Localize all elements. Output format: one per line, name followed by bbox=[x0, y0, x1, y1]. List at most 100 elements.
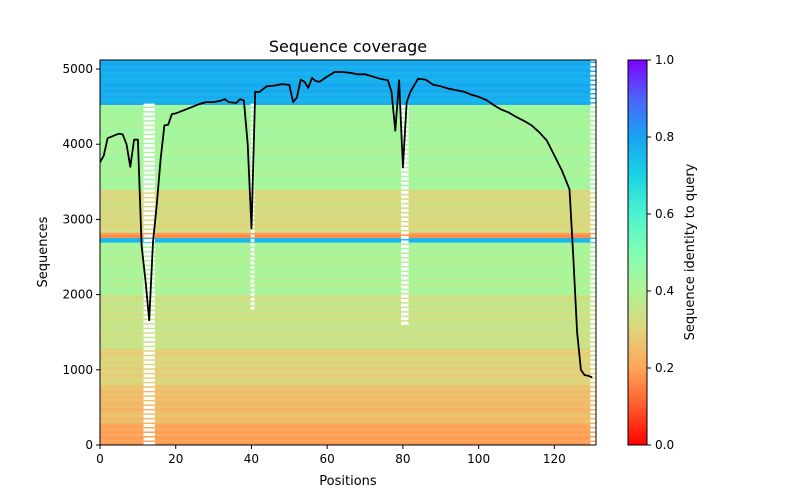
gap-stripe bbox=[590, 157, 596, 161]
gap-stripe bbox=[590, 401, 596, 405]
gap-stripe bbox=[401, 114, 409, 118]
colorbar-ticks: 0.0 0.2 0.4 0.6 0.8 1.0 bbox=[647, 53, 674, 452]
gap-stripe bbox=[590, 288, 596, 292]
gap-stripe bbox=[590, 342, 596, 346]
gap-stripe bbox=[143, 347, 155, 351]
gap-stripe bbox=[401, 240, 409, 244]
gap-stripe bbox=[143, 378, 155, 382]
gap-stripe bbox=[590, 441, 596, 445]
gap-stripe bbox=[401, 213, 409, 217]
identity-band bbox=[100, 226, 596, 230]
colorbar-tick-label: 0.8 bbox=[655, 130, 674, 144]
gap-stripe bbox=[590, 229, 596, 233]
gap-stripe bbox=[250, 306, 255, 310]
gap-stripe bbox=[143, 392, 155, 396]
gap-stripe bbox=[590, 85, 596, 89]
identity-band bbox=[100, 381, 596, 386]
colorbar-label: Sequence identity to query bbox=[683, 163, 698, 340]
gap-stripe bbox=[143, 428, 155, 432]
gap-stripe bbox=[250, 270, 255, 274]
gap-stripe bbox=[143, 189, 155, 193]
gap-stripe bbox=[590, 225, 596, 229]
identity-band bbox=[100, 360, 596, 365]
identity-band bbox=[100, 180, 596, 184]
gap-stripe bbox=[590, 347, 596, 351]
identity-band bbox=[100, 74, 596, 78]
gap-stripe bbox=[143, 252, 155, 256]
gap-stripe bbox=[590, 284, 596, 288]
gap-stripe bbox=[590, 144, 596, 148]
identity-band bbox=[100, 77, 596, 81]
gap-stripe bbox=[590, 432, 596, 436]
y-tick-label: 5000 bbox=[62, 62, 93, 76]
gap-stripe bbox=[143, 401, 155, 405]
gap-stripe bbox=[143, 437, 155, 441]
identity-band bbox=[100, 68, 596, 72]
gap-stripe bbox=[143, 202, 155, 206]
gap-stripe bbox=[143, 333, 155, 337]
identity-band bbox=[100, 294, 596, 297]
gap-stripe bbox=[590, 387, 596, 391]
identity-band bbox=[100, 326, 596, 330]
gap-stripe bbox=[590, 311, 596, 315]
x-tick-label: 60 bbox=[320, 452, 335, 466]
identity-band bbox=[100, 211, 596, 215]
identity-band bbox=[100, 299, 596, 303]
gap-stripe bbox=[590, 365, 596, 369]
gap-stripe bbox=[401, 272, 409, 276]
gap-stripe bbox=[143, 374, 155, 378]
identity-band bbox=[100, 291, 596, 296]
gap-stripe bbox=[590, 356, 596, 360]
gap-stripe bbox=[250, 144, 255, 148]
y-axis-label: Sequences bbox=[36, 216, 51, 287]
gap-stripe bbox=[590, 166, 596, 170]
gap-stripe bbox=[143, 320, 155, 324]
gap-stripe bbox=[590, 76, 596, 80]
gap-stripe bbox=[143, 247, 155, 251]
gap-stripe bbox=[143, 184, 155, 188]
identity-band bbox=[100, 62, 596, 66]
identity-band bbox=[100, 341, 596, 345]
gap-stripe bbox=[250, 275, 255, 279]
gap-stripe bbox=[143, 351, 155, 355]
identity-band bbox=[100, 126, 596, 130]
gap-stripe bbox=[590, 419, 596, 423]
identity-band bbox=[100, 229, 596, 233]
identity-band bbox=[100, 208, 596, 212]
identity-band bbox=[100, 329, 596, 333]
gap-stripe bbox=[250, 302, 255, 306]
gap-stripe bbox=[143, 148, 155, 152]
gap-stripe bbox=[143, 171, 155, 175]
gap-stripe bbox=[401, 172, 409, 176]
gap-stripe bbox=[590, 351, 596, 355]
gap-stripe bbox=[401, 244, 409, 248]
y-axis-ticks: 0 1000 2000 3000 4000 5000 bbox=[62, 62, 100, 452]
gap-stripe bbox=[590, 247, 596, 251]
identity-band bbox=[100, 199, 596, 203]
identity-band bbox=[100, 98, 596, 102]
gap-stripe bbox=[143, 365, 155, 369]
gap-stripe bbox=[143, 180, 155, 184]
identity-band bbox=[100, 147, 596, 151]
gap-stripe bbox=[143, 220, 155, 224]
gap-stripe bbox=[250, 112, 255, 116]
gap-stripe bbox=[250, 153, 255, 157]
identity-band bbox=[100, 335, 596, 339]
gap-stripe bbox=[590, 184, 596, 188]
identity-band bbox=[100, 384, 596, 387]
identity-band bbox=[100, 279, 596, 284]
gap-stripe bbox=[401, 199, 409, 203]
identity-band bbox=[100, 105, 596, 109]
gap-stripe bbox=[250, 288, 255, 292]
gap-stripe bbox=[401, 154, 409, 158]
identity-band bbox=[100, 114, 596, 118]
gap-stripe bbox=[143, 297, 155, 301]
gap-stripe bbox=[590, 306, 596, 310]
gap-stripe bbox=[401, 258, 409, 262]
gap-stripe bbox=[143, 117, 155, 121]
gap-stripe bbox=[143, 121, 155, 125]
identity-band bbox=[100, 410, 596, 415]
gap-stripe bbox=[590, 135, 596, 139]
identity-band bbox=[100, 237, 596, 240]
gap-stripe bbox=[590, 112, 596, 116]
